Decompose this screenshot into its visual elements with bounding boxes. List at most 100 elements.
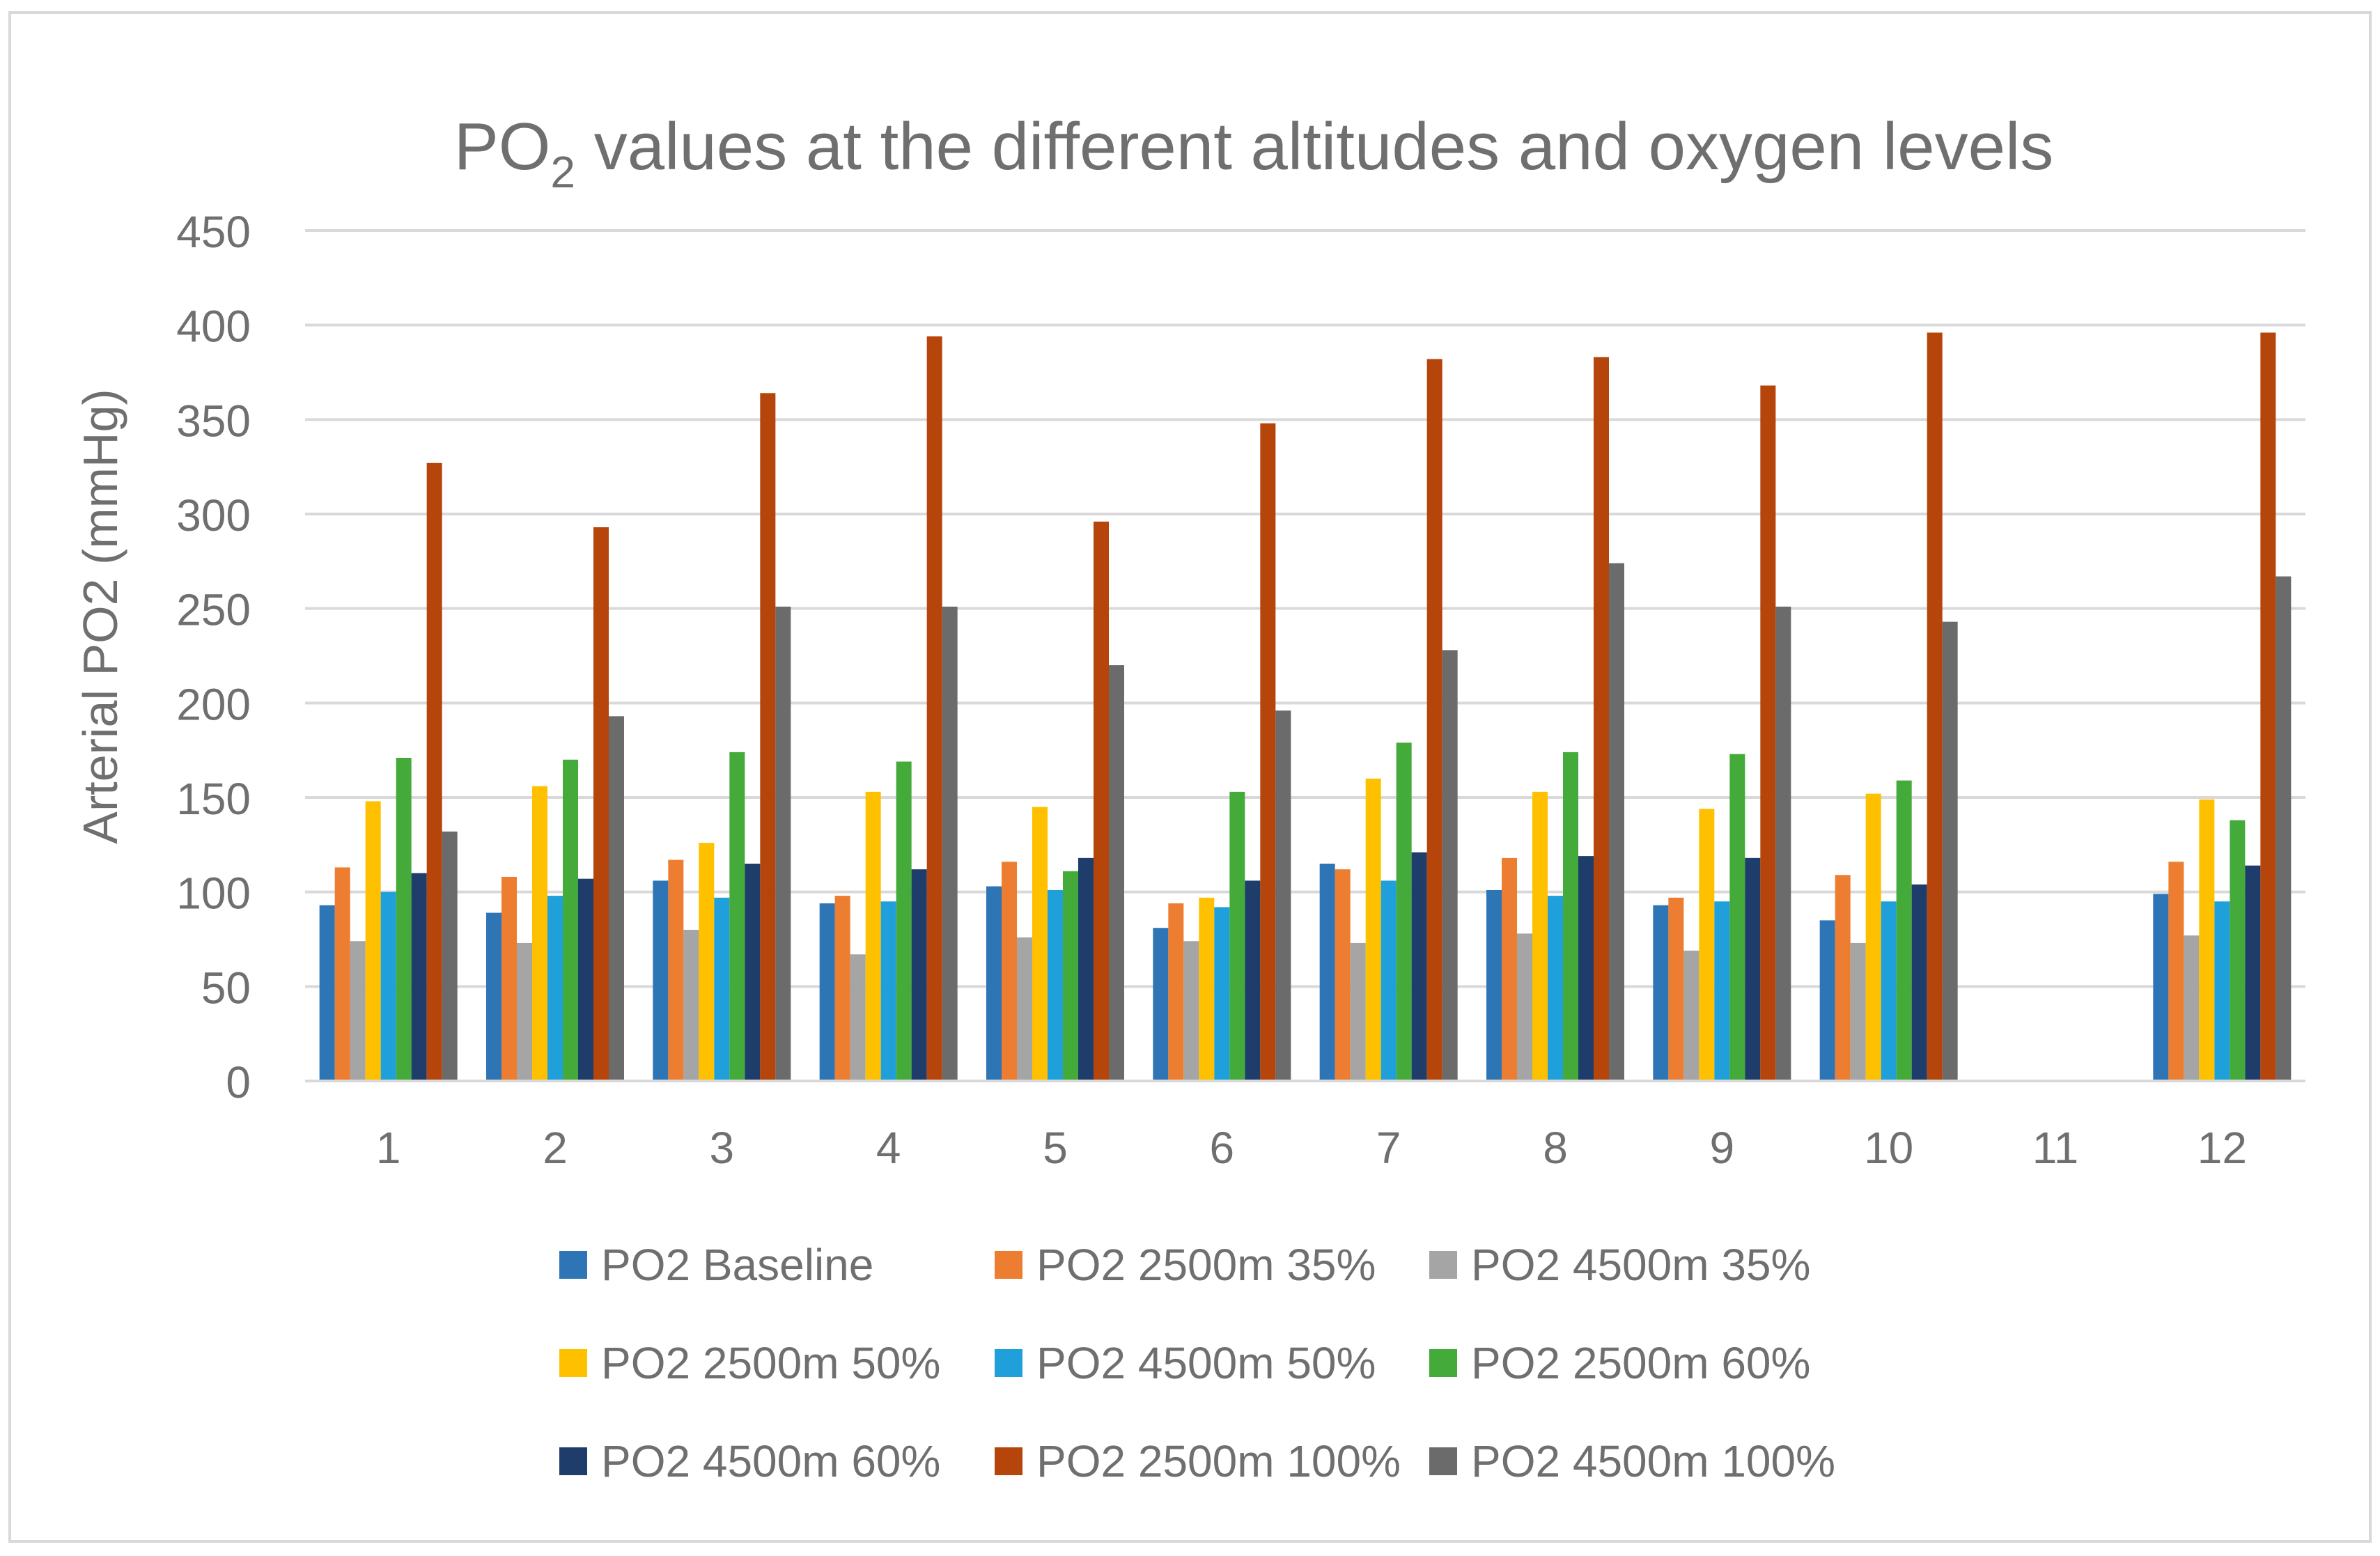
y-tick-label: 350 [176, 396, 251, 446]
bar [1775, 606, 1791, 1081]
legend-swatch [995, 1251, 1022, 1279]
bar [1563, 752, 1578, 1081]
bar [1896, 780, 1912, 1081]
bar [1835, 875, 1851, 1081]
y-tick-label: 50 [201, 963, 251, 1013]
bar [578, 878, 593, 1081]
bar [2276, 576, 2292, 1081]
legend-swatch [559, 1349, 587, 1377]
bar [1548, 896, 1563, 1081]
chart-border [8, 11, 2372, 1543]
bar [365, 801, 381, 1081]
bar [1199, 897, 1215, 1081]
bar [1094, 521, 1109, 1081]
bar [2184, 935, 2200, 1081]
title-suffix: values at the different altitudes and ox… [575, 109, 2053, 184]
bar [668, 859, 684, 1081]
bar [1319, 863, 1335, 1081]
legend-swatch [995, 1447, 1022, 1475]
legend-swatch [1429, 1447, 1457, 1475]
bar [1260, 423, 1276, 1081]
bar [1927, 332, 1943, 1081]
x-tick-label: 3 [710, 1123, 735, 1173]
bar [593, 527, 609, 1081]
legend-label: PO2 Baseline [601, 1240, 873, 1290]
bar [1532, 791, 1548, 1081]
bars [319, 332, 2292, 1082]
title-prefix: PO [454, 109, 551, 184]
bar [1699, 809, 1715, 1081]
bar [1609, 563, 1624, 1081]
bar [1653, 905, 1669, 1081]
bar [1245, 880, 1261, 1081]
bar [1002, 862, 1017, 1081]
y-tick-label: 300 [176, 490, 251, 540]
bar [1594, 357, 1609, 1081]
x-tick-labels: 1 2 3 4 5 6 7 8 9 10 11 12 [376, 1123, 2247, 1173]
bar [1229, 791, 1245, 1081]
y-tick-label: 200 [176, 679, 251, 729]
y-tick-label: 250 [176, 585, 251, 635]
bar [986, 886, 1002, 1081]
legend-label: PO2 2500m 35% [1036, 1240, 1376, 1290]
bar [1502, 857, 1517, 1081]
bar [1396, 742, 1412, 1081]
bar [1486, 889, 1502, 1081]
y-tick-label: 450 [176, 207, 251, 257]
bar [1865, 793, 1881, 1081]
bar [2230, 820, 2246, 1081]
x-tick-label: 11 [2032, 1123, 2078, 1173]
bar [532, 786, 547, 1081]
bar [1442, 650, 1458, 1081]
y-axis-label: Arterial PO2 (mmHg) [73, 389, 127, 843]
bar [1214, 907, 1230, 1081]
bar [2214, 901, 2230, 1081]
legend-label: PO2 4500m 50% [1036, 1338, 1376, 1388]
legend-swatch [1429, 1251, 1457, 1279]
bar [396, 758, 412, 1081]
bar [1350, 942, 1366, 1081]
x-tick-label: 5 [1043, 1123, 1068, 1173]
bar [653, 880, 669, 1081]
bar [834, 896, 850, 1081]
bar [609, 716, 624, 1081]
legend-label: PO2 4500m 35% [1471, 1240, 1810, 1290]
bar [1745, 857, 1761, 1081]
bar [1942, 621, 1958, 1081]
bar [1109, 665, 1124, 1081]
bar [760, 393, 776, 1081]
bar [319, 905, 335, 1081]
bar [380, 892, 396, 1081]
bar [486, 912, 501, 1081]
legend-label: PO2 2500m 60% [1471, 1338, 1810, 1388]
bar [517, 942, 532, 1081]
bar [1714, 901, 1730, 1081]
legend-label: PO2 2500m 50% [601, 1338, 940, 1388]
x-tick-label: 8 [1543, 1123, 1568, 1173]
x-tick-label: 6 [1210, 1123, 1235, 1173]
bar [926, 336, 942, 1081]
bar [1017, 937, 1032, 1081]
title-subscript: 2 [550, 147, 575, 197]
bar [850, 954, 866, 1081]
bar [1365, 778, 1381, 1081]
legend: PO2 Baseline PO2 2500m 35% PO2 4500m 35% PO… [559, 1240, 1835, 1486]
bar [1850, 942, 1866, 1081]
bar [1275, 710, 1291, 1081]
bar [880, 901, 896, 1081]
bar [1683, 950, 1700, 1081]
bar [501, 876, 517, 1081]
bar [1153, 928, 1169, 1081]
legend-swatch [559, 1447, 587, 1475]
bar [1911, 884, 1927, 1081]
bar [1729, 754, 1745, 1081]
x-tick-label: 7 [1376, 1123, 1401, 1173]
x-tick-label: 2 [543, 1123, 568, 1173]
bar [699, 843, 715, 1081]
bar [2168, 862, 2184, 1081]
bar [334, 867, 350, 1081]
bar [411, 873, 427, 1081]
bar [563, 759, 578, 1081]
bar [1078, 857, 1094, 1081]
